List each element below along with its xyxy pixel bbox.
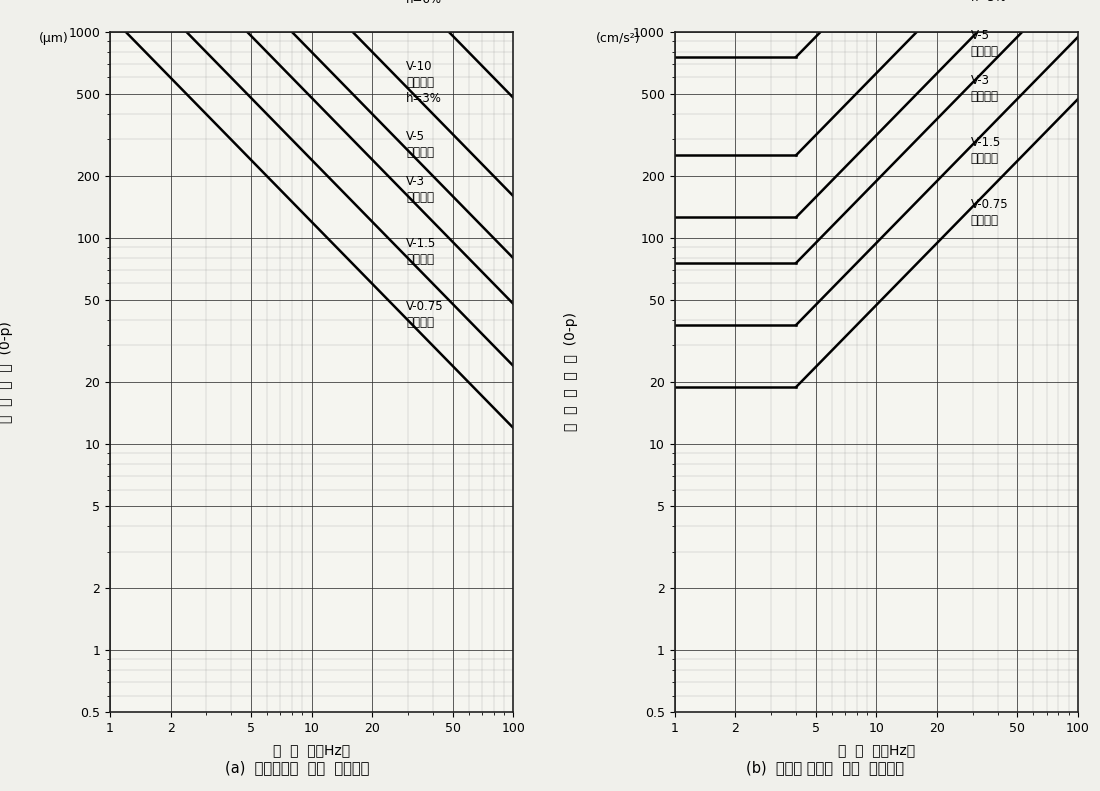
Text: V-5
連続振動: V-5 連続振動 [406, 130, 434, 159]
Text: V-10
衝擃振動
h=3%: V-10 衝擃振動 h=3% [971, 0, 1006, 4]
X-axis label: 振  動  数（Hz）: 振 動 数（Hz） [838, 743, 915, 757]
Text: V-30
衝擃振動
h=6%: V-30 衝擃振動 h=6% [406, 0, 442, 6]
Text: V-10
衝擃振動
h=3%: V-10 衝擃振動 h=3% [406, 59, 442, 104]
Text: (cm/s²): (cm/s²) [596, 32, 640, 44]
Text: (b)  가속도 진폭에  대한  평가곱선: (b) 가속도 진폭에 대한 평가곱선 [746, 760, 904, 775]
Text: V-1.5
連続振動: V-1.5 連続振動 [971, 136, 1001, 165]
Y-axis label: 가  속  도  진  폭  (0-p): 가 속 도 진 폭 (0-p) [563, 312, 578, 431]
Y-axis label: 변  위  진  폭  (0-p): 변 위 진 폭 (0-p) [0, 321, 13, 422]
Text: V-5
連続振動: V-5 連続振動 [971, 28, 999, 58]
Text: V-0.75
連続振動: V-0.75 連続振動 [971, 199, 1009, 227]
Text: V-3
連続振動: V-3 連続振動 [406, 176, 434, 204]
X-axis label: 振  動  数（Hz）: 振 動 数（Hz） [273, 743, 350, 757]
Text: (μm): (μm) [39, 32, 68, 44]
Text: V-3
連続振動: V-3 連続振動 [971, 74, 999, 104]
Text: (a)  변위진폭에  대한  평가곱선: (a) 변위진폭에 대한 평가곱선 [224, 760, 370, 775]
Text: V-0.75
連続振動: V-0.75 連続振動 [406, 300, 443, 328]
Text: V-1.5
連続振動: V-1.5 連続振動 [406, 237, 437, 267]
